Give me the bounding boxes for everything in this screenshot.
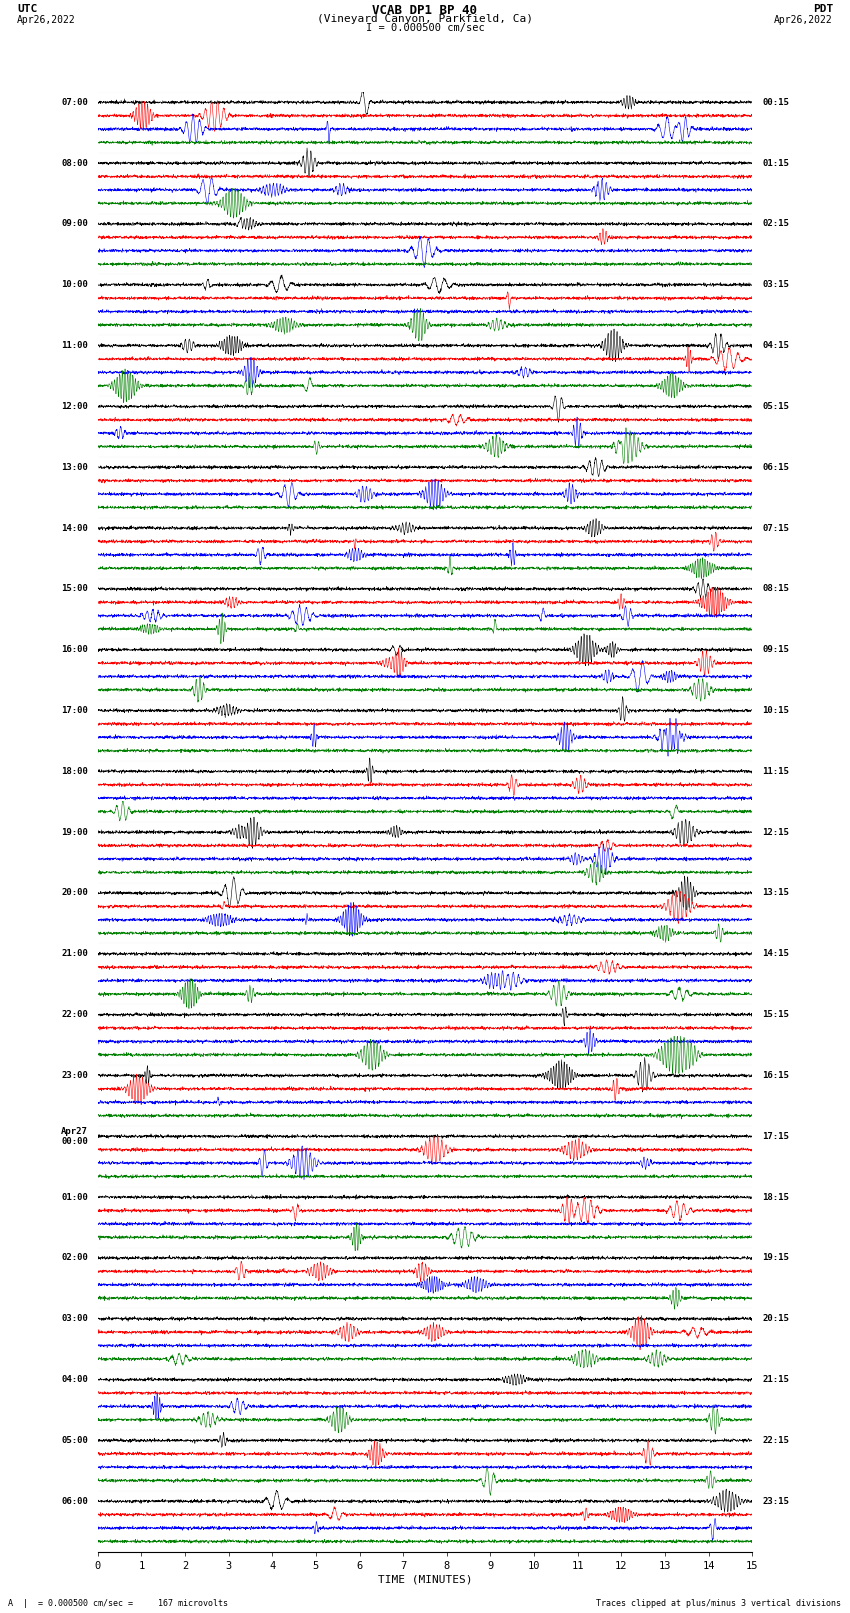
Text: 02:15: 02:15 — [762, 219, 789, 229]
Text: 09:15: 09:15 — [762, 645, 789, 655]
Text: VCAB DP1 BP 40: VCAB DP1 BP 40 — [372, 5, 478, 18]
Text: Apr27
00:00: Apr27 00:00 — [61, 1126, 88, 1145]
Text: 04:00: 04:00 — [61, 1374, 88, 1384]
Text: 21:15: 21:15 — [762, 1374, 789, 1384]
Text: 17:15: 17:15 — [762, 1132, 789, 1140]
Text: 05:00: 05:00 — [61, 1436, 88, 1445]
Text: 08:00: 08:00 — [61, 158, 88, 168]
Text: 10:00: 10:00 — [61, 281, 88, 289]
Text: 11:00: 11:00 — [61, 340, 88, 350]
Text: Apr26,2022: Apr26,2022 — [17, 16, 76, 26]
Text: 22:15: 22:15 — [762, 1436, 789, 1445]
Text: 07:00: 07:00 — [61, 98, 88, 106]
Text: 10:15: 10:15 — [762, 706, 789, 715]
Text: 21:00: 21:00 — [61, 950, 88, 958]
Text: 15:00: 15:00 — [61, 584, 88, 594]
Text: (Vineyard Canyon, Parkfield, Ca): (Vineyard Canyon, Parkfield, Ca) — [317, 13, 533, 24]
Text: 04:15: 04:15 — [762, 340, 789, 350]
Text: 23:00: 23:00 — [61, 1071, 88, 1081]
Text: 15:15: 15:15 — [762, 1010, 789, 1019]
Text: Traces clipped at plus/minus 3 vertical divisions: Traces clipped at plus/minus 3 vertical … — [597, 1598, 842, 1608]
Text: UTC: UTC — [17, 5, 37, 15]
Text: 01:00: 01:00 — [61, 1192, 88, 1202]
Text: 07:15: 07:15 — [762, 524, 789, 532]
Text: 06:00: 06:00 — [61, 1497, 88, 1505]
Text: 05:15: 05:15 — [762, 402, 789, 411]
Text: 16:00: 16:00 — [61, 645, 88, 655]
Text: 16:15: 16:15 — [762, 1071, 789, 1081]
Text: 23:15: 23:15 — [762, 1497, 789, 1505]
Text: 08:15: 08:15 — [762, 584, 789, 594]
Text: 12:00: 12:00 — [61, 402, 88, 411]
Text: 22:00: 22:00 — [61, 1010, 88, 1019]
Text: 09:00: 09:00 — [61, 219, 88, 229]
Text: 20:00: 20:00 — [61, 889, 88, 897]
Text: I = 0.000500 cm/sec: I = 0.000500 cm/sec — [366, 24, 484, 34]
Text: 03:15: 03:15 — [762, 281, 789, 289]
Text: 13:00: 13:00 — [61, 463, 88, 471]
Text: 14:00: 14:00 — [61, 524, 88, 532]
Text: 13:15: 13:15 — [762, 889, 789, 897]
Text: 12:15: 12:15 — [762, 827, 789, 837]
Text: 02:00: 02:00 — [61, 1253, 88, 1263]
Text: 19:15: 19:15 — [762, 1253, 789, 1263]
Text: 20:15: 20:15 — [762, 1315, 789, 1323]
Text: 18:15: 18:15 — [762, 1192, 789, 1202]
Text: 11:15: 11:15 — [762, 766, 789, 776]
Text: 01:15: 01:15 — [762, 158, 789, 168]
Text: A  |  = 0.000500 cm/sec =     167 microvolts: A | = 0.000500 cm/sec = 167 microvolts — [8, 1598, 229, 1608]
Text: 03:00: 03:00 — [61, 1315, 88, 1323]
Text: 19:00: 19:00 — [61, 827, 88, 837]
Text: 14:15: 14:15 — [762, 950, 789, 958]
Text: 17:00: 17:00 — [61, 706, 88, 715]
Text: Apr26,2022: Apr26,2022 — [774, 16, 833, 26]
Text: 00:15: 00:15 — [762, 98, 789, 106]
Text: PDT: PDT — [813, 5, 833, 15]
Text: 18:00: 18:00 — [61, 766, 88, 776]
Text: 06:15: 06:15 — [762, 463, 789, 471]
X-axis label: TIME (MINUTES): TIME (MINUTES) — [377, 1574, 473, 1586]
